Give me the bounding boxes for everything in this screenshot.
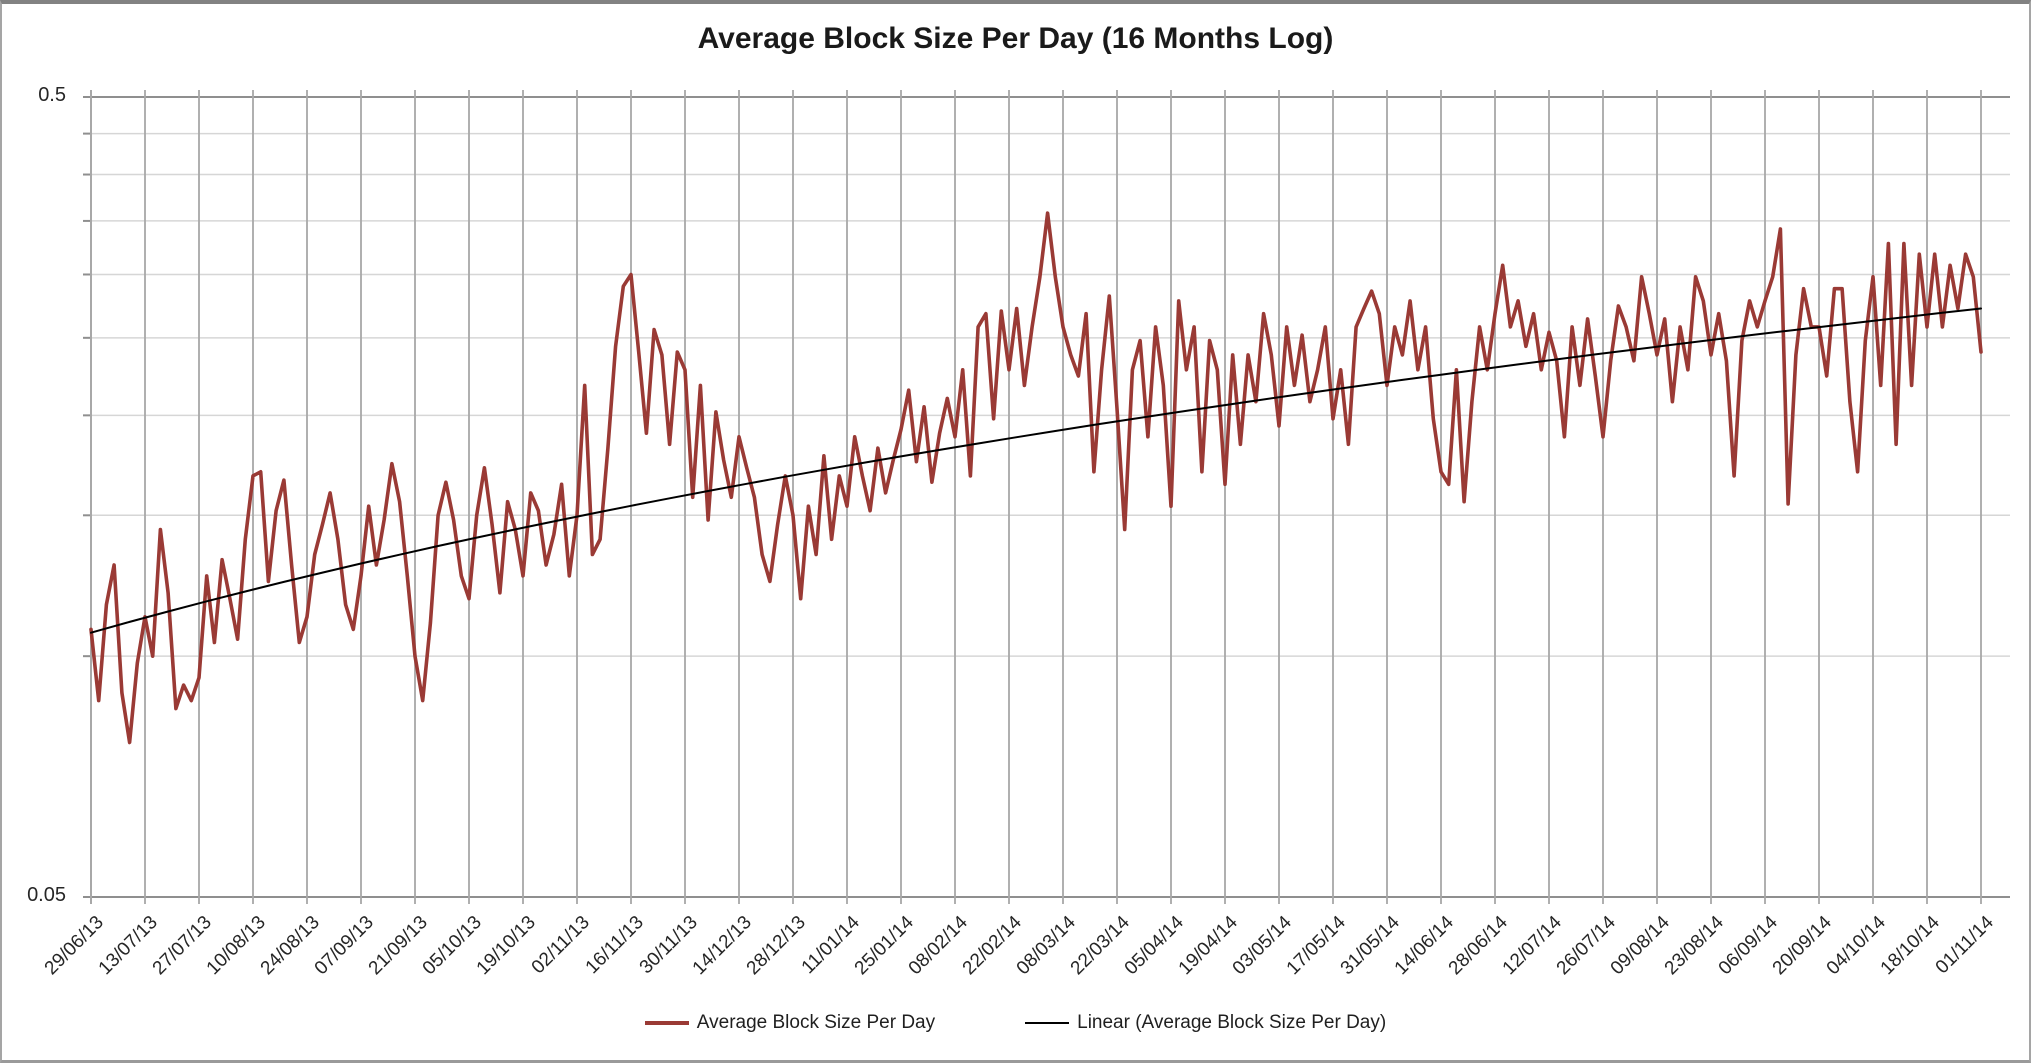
series-line-average-block-size bbox=[89, 211, 1983, 745]
chart-title: Average Block Size Per Day (16 Months Lo… bbox=[697, 22, 1334, 55]
legend-label-trendline: Linear (Average Block Size Per Day) bbox=[1077, 1012, 1387, 1033]
legend-item-series: Average Block Size Per Day bbox=[644, 1012, 936, 1034]
legend-item-trendline: Linear (Average Block Size Per Day) bbox=[1025, 1012, 1386, 1034]
y-axis-label-max: 0.5 bbox=[38, 84, 66, 106]
legend-label-series: Average Block Size Per Day bbox=[696, 1012, 936, 1033]
y-axis-label-min: 0.05 bbox=[27, 884, 66, 906]
plot-area bbox=[83, 90, 2010, 904]
legend-swatch-series-line bbox=[644, 1021, 689, 1025]
legend-swatch-trendline bbox=[1025, 1022, 1070, 1024]
legend: Average Block Size Per Day Linear (Avera… bbox=[2, 1012, 2029, 1034]
linear-trendline bbox=[90, 307, 1982, 634]
